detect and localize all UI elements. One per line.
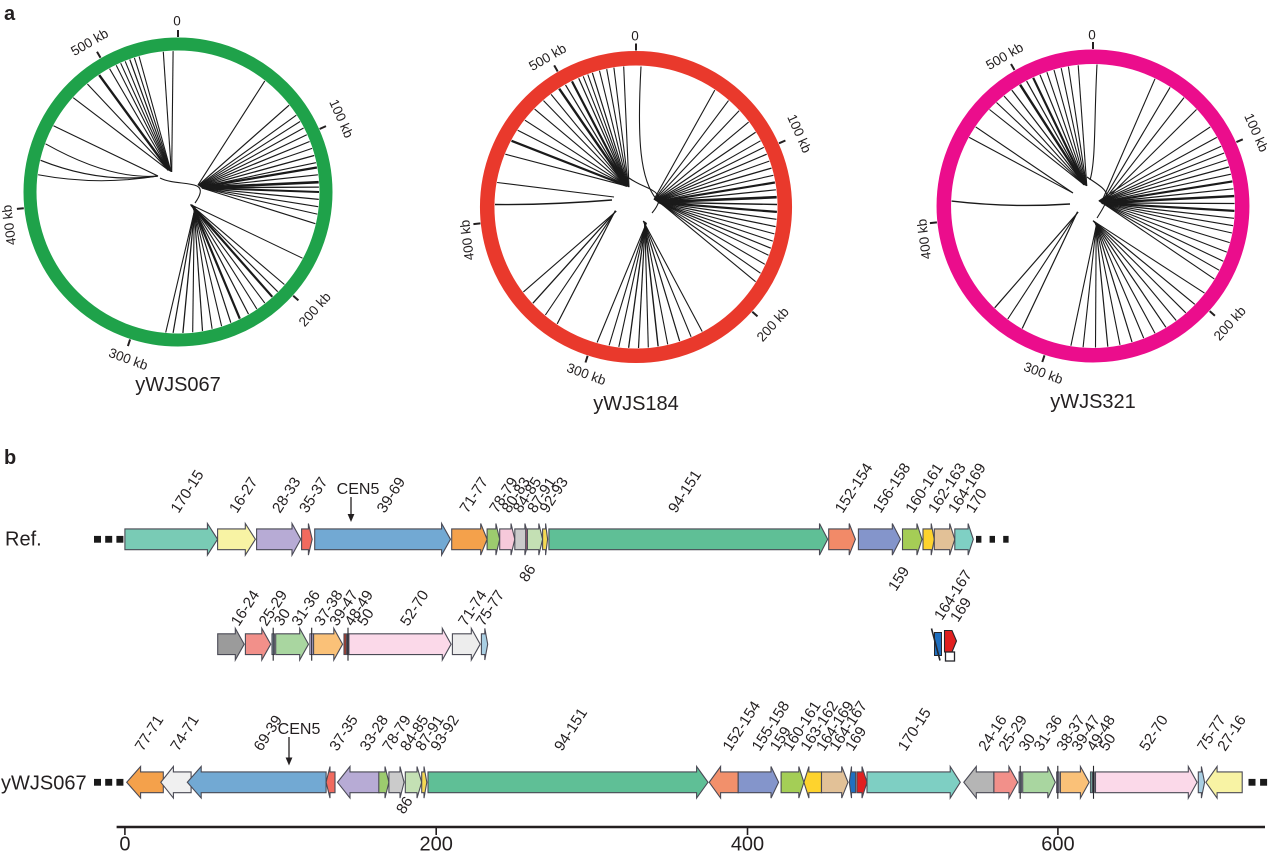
svg-text:0: 0 (119, 834, 130, 856)
svg-text:a: a (4, 3, 16, 25)
svg-text:yWJS184: yWJS184 (593, 393, 679, 415)
svg-text:CEN5: CEN5 (337, 481, 380, 498)
svg-text:30: 30 (271, 606, 294, 629)
svg-text:50: 50 (1096, 731, 1119, 754)
svg-text:50: 50 (354, 606, 377, 629)
svg-text:400: 400 (731, 834, 764, 856)
svg-text:86: 86 (393, 794, 416, 817)
svg-text:600: 600 (1041, 834, 1074, 856)
svg-text:yWJS067: yWJS067 (135, 374, 221, 396)
svg-text:CEN5: CEN5 (278, 721, 321, 738)
svg-text:86: 86 (516, 562, 539, 585)
svg-text:Ref.: Ref. (5, 529, 42, 551)
svg-text:yWJS321: yWJS321 (1050, 391, 1136, 413)
svg-text:0: 0 (1088, 28, 1096, 43)
svg-text:b: b (4, 447, 16, 469)
svg-text:0: 0 (173, 14, 181, 29)
svg-text:400 kb: 400 kb (914, 218, 934, 260)
svg-text:400 kb: 400 kb (0, 204, 19, 246)
svg-text:30: 30 (1016, 731, 1039, 754)
svg-text:400 kb: 400 kb (457, 219, 477, 261)
svg-text:0: 0 (631, 29, 639, 44)
svg-text:yWJS067: yWJS067 (1, 773, 87, 795)
svg-text:200: 200 (420, 834, 453, 856)
